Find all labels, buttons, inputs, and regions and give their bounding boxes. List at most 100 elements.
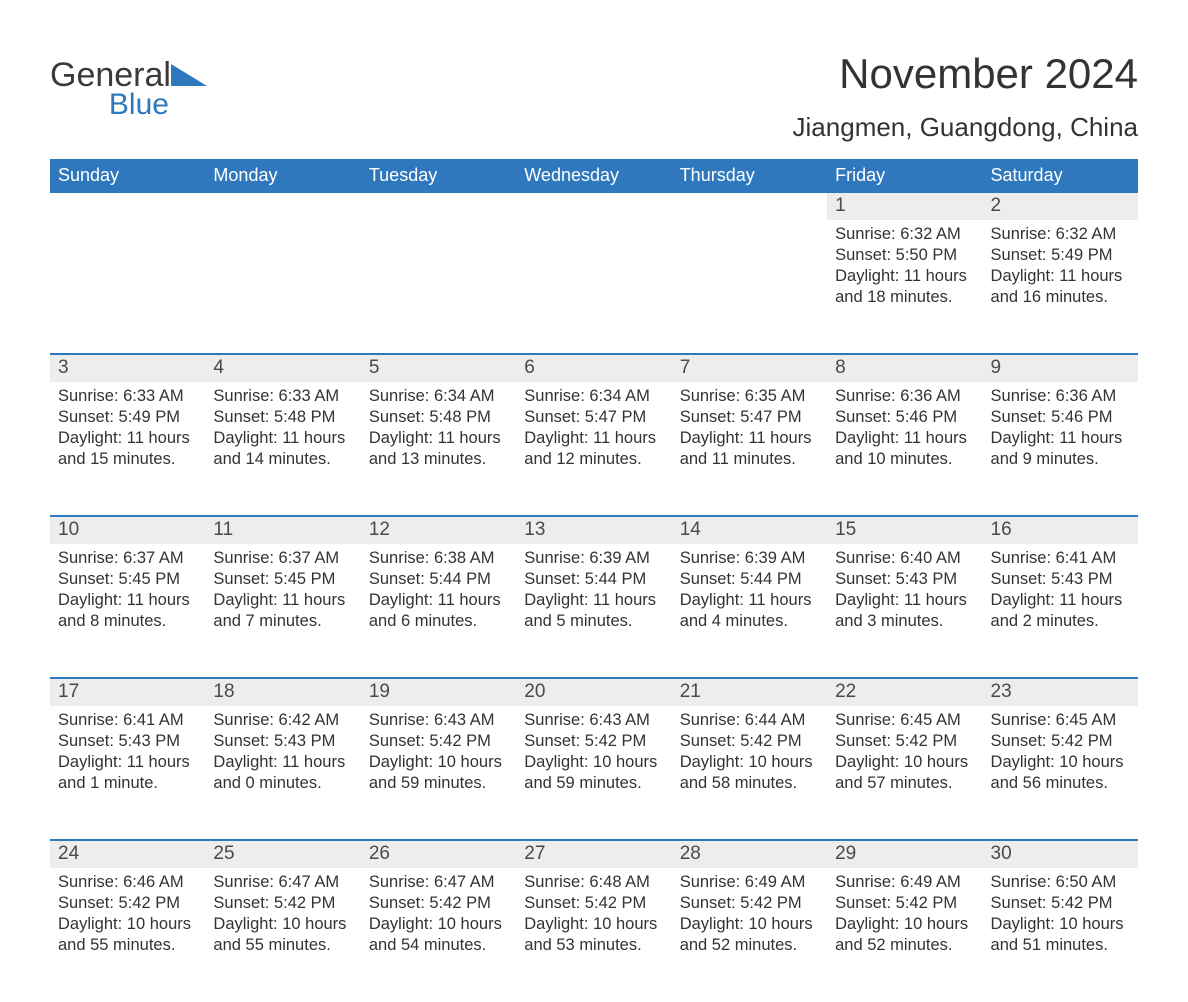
day-number-cell: 23	[983, 678, 1138, 706]
day-content-cell: Sunrise: 6:36 AMSunset: 5:46 PMDaylight:…	[827, 382, 982, 516]
day-content-cell: Sunrise: 6:33 AMSunset: 5:48 PMDaylight:…	[205, 382, 360, 516]
day-number-cell: 5	[361, 354, 516, 382]
calendar-table: SundayMondayTuesdayWednesdayThursdayFrid…	[50, 159, 1138, 1002]
day-details: Sunrise: 6:36 AMSunset: 5:46 PMDaylight:…	[835, 382, 974, 470]
day-content-cell: Sunrise: 6:45 AMSunset: 5:42 PMDaylight:…	[983, 706, 1138, 840]
day-details: Sunrise: 6:39 AMSunset: 5:44 PMDaylight:…	[680, 544, 819, 632]
day-content-cell: Sunrise: 6:43 AMSunset: 5:42 PMDaylight:…	[516, 706, 671, 840]
day-details: Sunrise: 6:41 AMSunset: 5:43 PMDaylight:…	[991, 544, 1130, 632]
day-details: Sunrise: 6:46 AMSunset: 5:42 PMDaylight:…	[58, 868, 197, 956]
day-number-cell: 11	[205, 516, 360, 544]
day-details: Sunrise: 6:48 AMSunset: 5:42 PMDaylight:…	[524, 868, 663, 956]
day-details: Sunrise: 6:32 AMSunset: 5:50 PMDaylight:…	[835, 220, 974, 308]
day-details: Sunrise: 6:44 AMSunset: 5:42 PMDaylight:…	[680, 706, 819, 794]
day-number-cell: 25	[205, 840, 360, 868]
day-details: Sunrise: 6:37 AMSunset: 5:45 PMDaylight:…	[58, 544, 197, 632]
day-number-cell: 13	[516, 516, 671, 544]
day-content-cell: Sunrise: 6:44 AMSunset: 5:42 PMDaylight:…	[672, 706, 827, 840]
day-content-cell: Sunrise: 6:32 AMSunset: 5:49 PMDaylight:…	[983, 220, 1138, 354]
day-number-cell: 27	[516, 840, 671, 868]
day-details: Sunrise: 6:43 AMSunset: 5:42 PMDaylight:…	[524, 706, 663, 794]
day-number-cell: 12	[361, 516, 516, 544]
day-number-row: 10111213141516	[50, 516, 1138, 544]
day-content-row: Sunrise: 6:33 AMSunset: 5:49 PMDaylight:…	[50, 382, 1138, 516]
day-content-cell: Sunrise: 6:34 AMSunset: 5:47 PMDaylight:…	[516, 382, 671, 516]
day-details: Sunrise: 6:40 AMSunset: 5:43 PMDaylight:…	[835, 544, 974, 632]
day-details: Sunrise: 6:47 AMSunset: 5:42 PMDaylight:…	[369, 868, 508, 956]
day-details: Sunrise: 6:43 AMSunset: 5:42 PMDaylight:…	[369, 706, 508, 794]
day-content-cell: Sunrise: 6:36 AMSunset: 5:46 PMDaylight:…	[983, 382, 1138, 516]
day-number-cell: 6	[516, 354, 671, 382]
day-number-row: 17181920212223	[50, 678, 1138, 706]
weekday-header: Saturday	[983, 159, 1138, 193]
weekday-header: Sunday	[50, 159, 205, 193]
day-content-cell: Sunrise: 6:32 AMSunset: 5:50 PMDaylight:…	[827, 220, 982, 354]
day-details: Sunrise: 6:35 AMSunset: 5:47 PMDaylight:…	[680, 382, 819, 470]
day-content-cell	[50, 220, 205, 354]
day-content-cell	[672, 220, 827, 354]
weekday-header: Wednesday	[516, 159, 671, 193]
logo-text-sub: Blue	[50, 88, 171, 122]
day-number-row: 12	[50, 193, 1138, 220]
day-number-cell: 22	[827, 678, 982, 706]
day-number-cell: 20	[516, 678, 671, 706]
day-number-cell	[672, 193, 827, 220]
day-number-cell: 3	[50, 354, 205, 382]
day-content-cell: Sunrise: 6:43 AMSunset: 5:42 PMDaylight:…	[361, 706, 516, 840]
day-number-cell: 24	[50, 840, 205, 868]
day-content-cell: Sunrise: 6:33 AMSunset: 5:49 PMDaylight:…	[50, 382, 205, 516]
day-number-cell	[205, 193, 360, 220]
day-content-row: Sunrise: 6:46 AMSunset: 5:42 PMDaylight:…	[50, 868, 1138, 1002]
day-number-cell: 10	[50, 516, 205, 544]
day-details: Sunrise: 6:34 AMSunset: 5:47 PMDaylight:…	[524, 382, 663, 470]
day-details: Sunrise: 6:49 AMSunset: 5:42 PMDaylight:…	[835, 868, 974, 956]
day-content-cell	[205, 220, 360, 354]
weekday-header: Tuesday	[361, 159, 516, 193]
day-number-cell: 18	[205, 678, 360, 706]
day-number-cell	[50, 193, 205, 220]
day-content-cell: Sunrise: 6:35 AMSunset: 5:47 PMDaylight:…	[672, 382, 827, 516]
day-details: Sunrise: 6:47 AMSunset: 5:42 PMDaylight:…	[213, 868, 352, 956]
day-number-cell: 28	[672, 840, 827, 868]
day-details: Sunrise: 6:50 AMSunset: 5:42 PMDaylight:…	[991, 868, 1130, 956]
day-content-cell: Sunrise: 6:48 AMSunset: 5:42 PMDaylight:…	[516, 868, 671, 1002]
day-details: Sunrise: 6:36 AMSunset: 5:46 PMDaylight:…	[991, 382, 1130, 470]
weekday-header: Friday	[827, 159, 982, 193]
day-number-cell: 8	[827, 354, 982, 382]
day-number-cell: 1	[827, 193, 982, 220]
title-block: November 2024 Jiangmen, Guangdong, China	[793, 50, 1138, 153]
day-details: Sunrise: 6:39 AMSunset: 5:44 PMDaylight:…	[524, 544, 663, 632]
month-title: November 2024	[793, 50, 1138, 98]
day-details: Sunrise: 6:45 AMSunset: 5:42 PMDaylight:…	[991, 706, 1130, 794]
day-content-cell: Sunrise: 6:49 AMSunset: 5:42 PMDaylight:…	[672, 868, 827, 1002]
day-content-cell: Sunrise: 6:39 AMSunset: 5:44 PMDaylight:…	[516, 544, 671, 678]
day-content-cell: Sunrise: 6:50 AMSunset: 5:42 PMDaylight:…	[983, 868, 1138, 1002]
day-number-cell: 16	[983, 516, 1138, 544]
day-content-cell: Sunrise: 6:46 AMSunset: 5:42 PMDaylight:…	[50, 868, 205, 1002]
day-details: Sunrise: 6:38 AMSunset: 5:44 PMDaylight:…	[369, 544, 508, 632]
day-content-cell	[516, 220, 671, 354]
day-number-cell: 17	[50, 678, 205, 706]
day-number-cell: 30	[983, 840, 1138, 868]
day-number-cell	[516, 193, 671, 220]
day-content-cell	[361, 220, 516, 354]
day-number-cell: 7	[672, 354, 827, 382]
day-content-cell: Sunrise: 6:47 AMSunset: 5:42 PMDaylight:…	[205, 868, 360, 1002]
day-number-cell: 15	[827, 516, 982, 544]
day-content-cell: Sunrise: 6:45 AMSunset: 5:42 PMDaylight:…	[827, 706, 982, 840]
day-content-cell: Sunrise: 6:41 AMSunset: 5:43 PMDaylight:…	[983, 544, 1138, 678]
day-details: Sunrise: 6:42 AMSunset: 5:43 PMDaylight:…	[213, 706, 352, 794]
logo: General Blue	[50, 50, 207, 122]
day-number-row: 3456789	[50, 354, 1138, 382]
day-details: Sunrise: 6:49 AMSunset: 5:42 PMDaylight:…	[680, 868, 819, 956]
day-number-cell: 26	[361, 840, 516, 868]
day-details: Sunrise: 6:34 AMSunset: 5:48 PMDaylight:…	[369, 382, 508, 470]
day-content-cell: Sunrise: 6:47 AMSunset: 5:42 PMDaylight:…	[361, 868, 516, 1002]
header: General Blue November 2024 Jiangmen, Gua…	[50, 50, 1138, 153]
day-details: Sunrise: 6:32 AMSunset: 5:49 PMDaylight:…	[991, 220, 1130, 308]
day-content-cell: Sunrise: 6:37 AMSunset: 5:45 PMDaylight:…	[50, 544, 205, 678]
day-number-cell: 29	[827, 840, 982, 868]
logo-text-main: General	[50, 58, 171, 92]
weekday-header: Monday	[205, 159, 360, 193]
day-details: Sunrise: 6:33 AMSunset: 5:48 PMDaylight:…	[213, 382, 352, 470]
